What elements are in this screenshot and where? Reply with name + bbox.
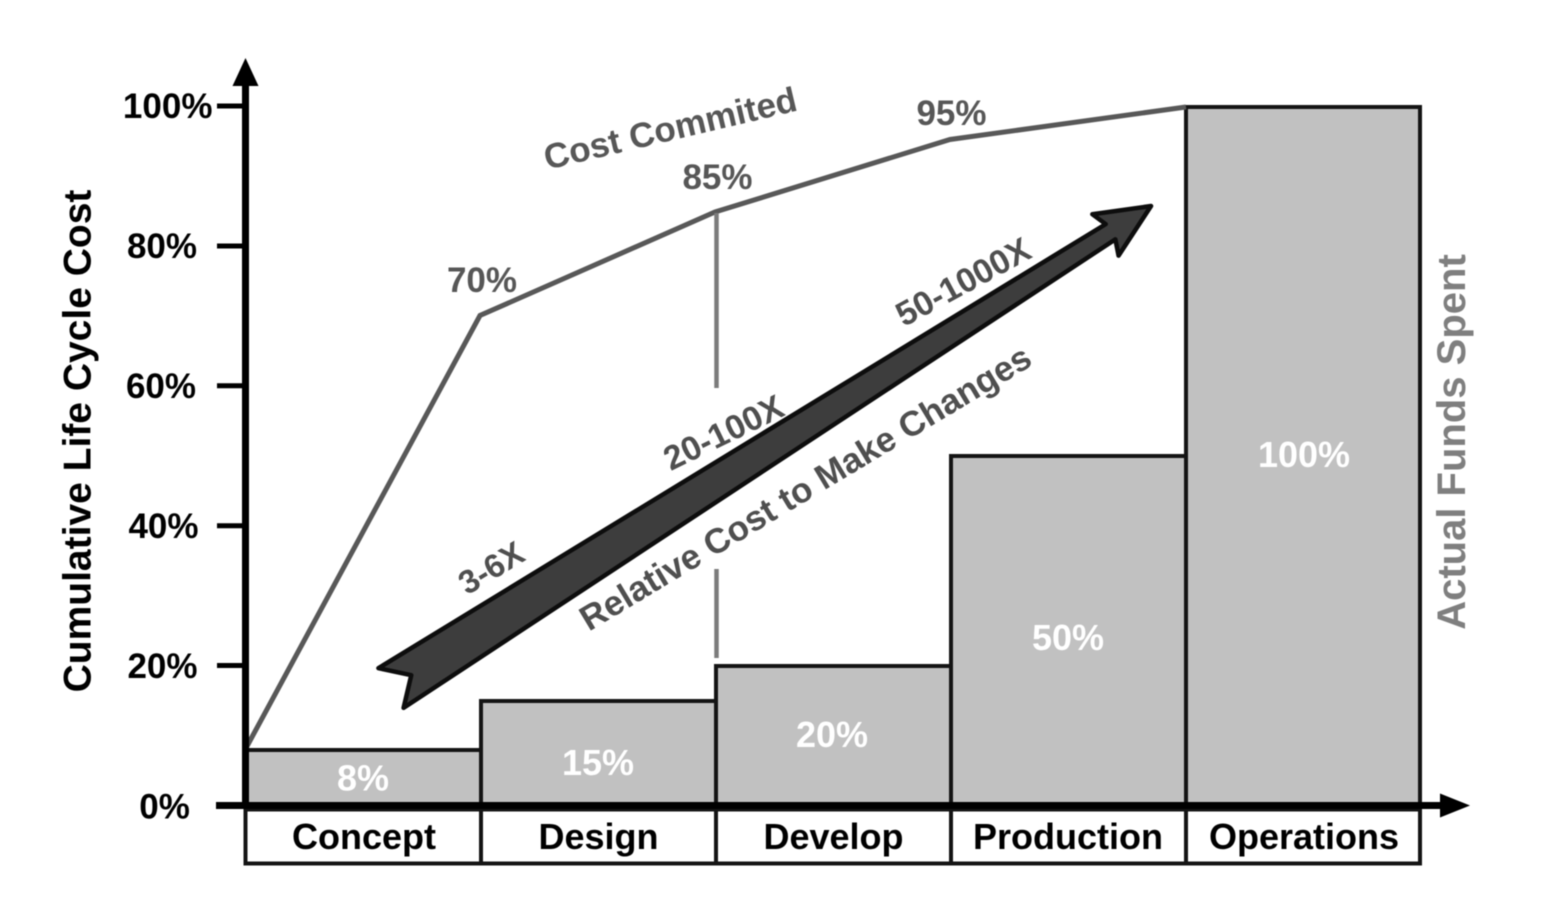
svg-text:40%: 40% [128,507,198,546]
svg-text:Actual Funds Spent: Actual Funds Spent [1430,254,1474,630]
svg-text:95%: 95% [916,94,986,133]
svg-text:Design: Design [538,816,658,857]
svg-text:Cumulative Life Cycle Cost: Cumulative Life Cycle Cost [57,190,100,693]
svg-text:85%: 85% [682,158,752,197]
svg-text:Concept: Concept [292,816,436,857]
svg-text:50%: 50% [1032,617,1104,658]
svg-text:20%: 20% [127,647,197,686]
svg-text:100%: 100% [1258,434,1350,475]
svg-text:Production: Production [973,816,1163,857]
svg-text:15%: 15% [562,742,634,783]
svg-text:60%: 60% [126,367,196,406]
svg-text:Operations: Operations [1209,816,1399,857]
svg-text:8%: 8% [337,758,389,799]
svg-text:100%: 100% [123,87,213,126]
svg-text:0%: 0% [139,788,190,827]
svg-text:Develop: Develop [763,816,903,857]
svg-text:80%: 80% [127,227,197,266]
svg-text:70%: 70% [447,261,517,300]
svg-text:20%: 20% [796,714,868,755]
